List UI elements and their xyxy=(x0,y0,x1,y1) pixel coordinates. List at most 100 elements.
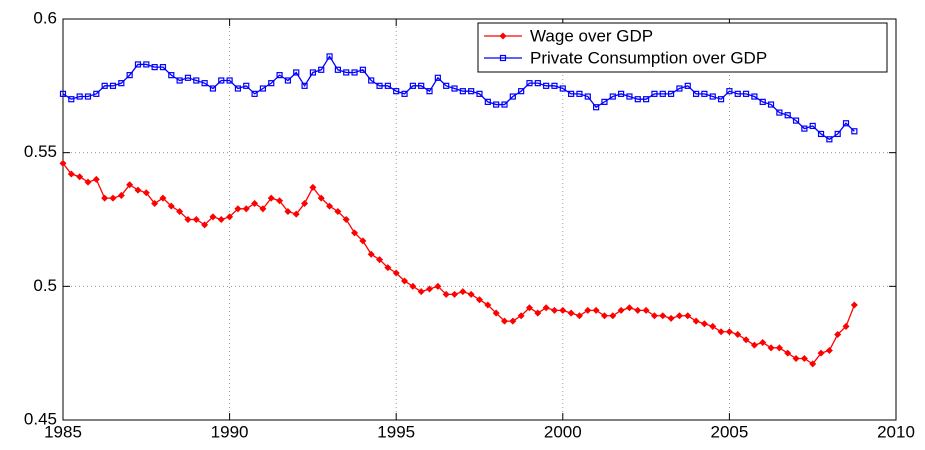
data-marker xyxy=(351,229,359,237)
data-marker xyxy=(776,109,783,116)
data-marker xyxy=(834,330,842,338)
data-marker xyxy=(784,112,791,119)
data-marker xyxy=(467,290,475,298)
data-marker xyxy=(109,82,117,89)
data-marker xyxy=(284,77,292,84)
data-marker xyxy=(800,355,808,363)
data-marker xyxy=(642,96,650,103)
data-marker xyxy=(559,306,567,314)
data-marker xyxy=(684,82,691,89)
data-marker xyxy=(634,96,641,103)
data-marker xyxy=(151,199,159,207)
data-marker xyxy=(342,215,350,224)
plot-frame xyxy=(62,18,897,421)
data-marker xyxy=(792,117,800,124)
data-marker xyxy=(168,72,175,79)
data-marker xyxy=(217,215,225,224)
data-marker xyxy=(751,93,758,100)
data-marker xyxy=(443,82,450,89)
data-marker xyxy=(659,312,667,320)
data-marker xyxy=(518,88,525,95)
series-line xyxy=(62,55,855,141)
data-marker xyxy=(442,290,450,298)
data-marker xyxy=(567,309,575,317)
data-marker xyxy=(109,194,117,202)
data-marker xyxy=(392,269,400,277)
data-marker xyxy=(268,80,275,87)
data-marker xyxy=(134,186,142,194)
data-marker xyxy=(376,82,383,89)
data-marker xyxy=(675,312,683,320)
data-marker xyxy=(600,312,608,320)
data-marker xyxy=(492,309,500,317)
data-marker xyxy=(267,194,275,202)
data-marker xyxy=(809,122,816,130)
data-marker xyxy=(475,296,484,304)
data-marker xyxy=(709,322,717,330)
data-marker xyxy=(700,320,708,328)
data-marker xyxy=(817,349,825,357)
data-marker xyxy=(584,93,591,100)
data-marker xyxy=(284,207,292,215)
data-marker xyxy=(709,93,716,100)
data-marker xyxy=(725,328,733,336)
y-tick-label: 0.45 xyxy=(24,409,57,428)
data-marker xyxy=(401,277,409,285)
data-marker xyxy=(742,336,750,344)
data-marker xyxy=(534,80,541,87)
data-marker xyxy=(209,213,217,221)
data-marker xyxy=(476,90,483,97)
data-marker xyxy=(517,312,525,320)
data-marker xyxy=(384,264,392,272)
data-marker xyxy=(509,317,517,325)
data-marker xyxy=(68,96,75,103)
data-marker xyxy=(434,74,441,81)
data-marker xyxy=(84,178,92,186)
data-marker xyxy=(767,101,775,108)
data-marker xyxy=(259,85,267,92)
data-marker xyxy=(201,80,208,87)
data-marker xyxy=(142,189,150,197)
data-marker xyxy=(717,328,725,336)
data-marker xyxy=(484,301,492,309)
data-marker xyxy=(609,312,617,320)
data-marker xyxy=(176,77,183,84)
data-marker xyxy=(592,306,600,314)
data-marker xyxy=(568,90,575,97)
data-marker xyxy=(692,90,700,97)
data-marker xyxy=(301,199,309,207)
data-marker xyxy=(542,304,550,312)
data-marker xyxy=(276,72,283,79)
data-marker xyxy=(59,159,67,167)
data-marker xyxy=(551,82,558,89)
data-marker xyxy=(276,197,284,205)
data-marker xyxy=(426,88,433,95)
data-marker xyxy=(209,85,217,92)
data-marker xyxy=(67,170,75,178)
data-marker xyxy=(368,77,375,84)
data-marker xyxy=(184,74,192,81)
data-marker xyxy=(101,194,109,202)
data-marker xyxy=(176,207,184,215)
data-marker xyxy=(634,306,642,314)
data-marker xyxy=(292,210,300,218)
data-marker xyxy=(834,130,841,138)
data-marker xyxy=(326,202,334,210)
data-marker xyxy=(509,93,516,100)
data-marker xyxy=(667,90,675,97)
data-marker xyxy=(201,221,209,229)
data-marker xyxy=(159,194,167,202)
data-marker xyxy=(401,90,408,97)
data-marker xyxy=(409,82,416,89)
data-marker xyxy=(692,317,700,325)
x-tick-label: 2005 xyxy=(710,422,748,441)
data-marker xyxy=(584,306,592,314)
data-marker xyxy=(842,120,850,127)
data-marker xyxy=(226,213,234,221)
data-marker xyxy=(742,90,750,97)
data-marker xyxy=(626,93,633,100)
y-tick-label: 0.5 xyxy=(33,276,57,295)
data-marker xyxy=(126,181,134,189)
data-marker xyxy=(251,199,259,207)
